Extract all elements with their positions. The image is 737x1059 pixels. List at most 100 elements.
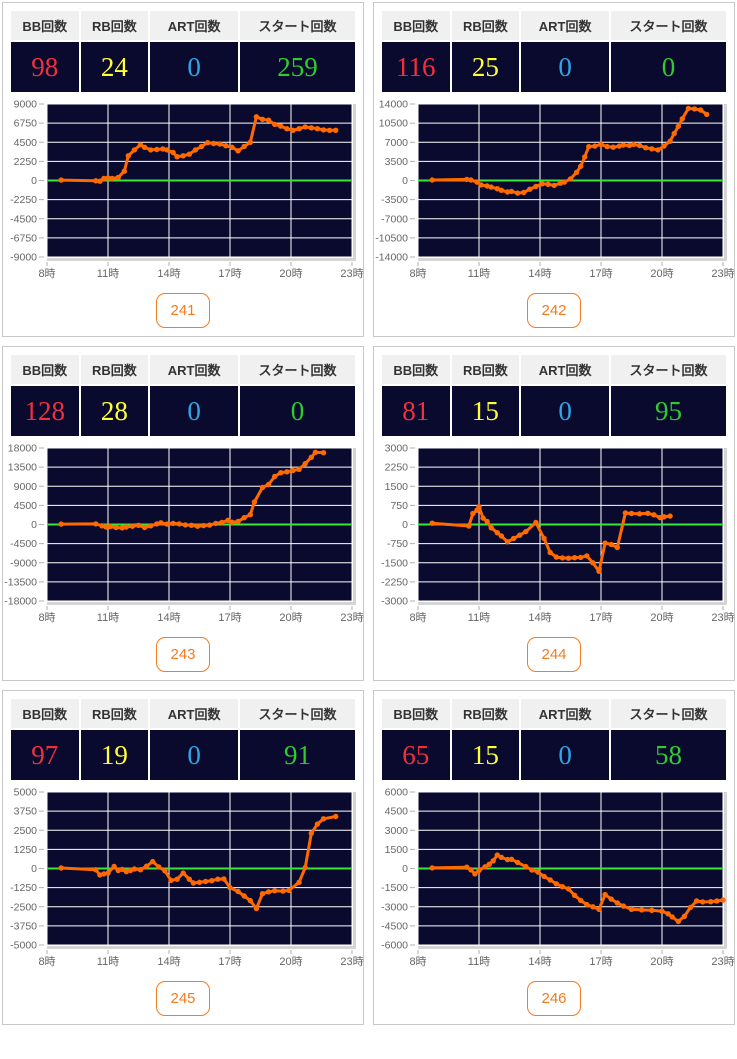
rb-count-header: RB回数 (451, 11, 520, 40)
payout-graph: 18000 13500 9000 4500 0 -4500 -9000 -13500 -1800… (4, 440, 363, 625)
svg-text:20時: 20時 (650, 267, 673, 280)
start-count-value: 0 (240, 386, 355, 436)
machine-panel-244: BB回数 RB回数 ART回数 スタート回数 81 15 0 95 3000 22… (373, 346, 735, 681)
svg-text:9000: 9000 (14, 99, 38, 111)
svg-text:14時: 14時 (528, 611, 551, 624)
svg-text:-3750: -3750 (10, 920, 37, 932)
machine-panel-242: BB回数 RB回数 ART回数 スタート回数 116 25 0 0 14000 1… (373, 2, 735, 337)
svg-text:-2250: -2250 (10, 194, 37, 206)
svg-text:3750: 3750 (14, 806, 38, 818)
svg-text:14000: 14000 (379, 99, 408, 111)
art-count-header: ART回数 (150, 699, 239, 728)
svg-text:20時: 20時 (279, 611, 302, 624)
svg-text:11時: 11時 (97, 611, 119, 624)
machine-number-badge[interactable]: 241 (156, 293, 210, 328)
art-count-value: 0 (521, 730, 610, 780)
art-count-value: 0 (521, 386, 610, 436)
svg-text:17時: 17時 (589, 955, 612, 968)
payout-graph: 6000 4500 3000 1500 0 -1500 -3000 -4500 -6000 8時 1… (380, 784, 734, 969)
start-count-header: スタート回数 (240, 355, 355, 384)
start-count-value: 259 (240, 42, 355, 92)
art-count-value: 0 (150, 730, 239, 780)
machine-number-row: 241 (9, 293, 357, 328)
bb-count-header: BB回数 (382, 699, 450, 728)
svg-text:-3000: -3000 (381, 901, 408, 913)
svg-text:11時: 11時 (97, 955, 119, 968)
svg-text:750: 750 (390, 500, 408, 512)
svg-text:1250: 1250 (14, 844, 38, 856)
svg-text:14時: 14時 (157, 955, 180, 968)
svg-text:3000: 3000 (385, 825, 409, 837)
svg-text:17時: 17時 (218, 611, 241, 624)
svg-text:8時: 8時 (409, 267, 426, 280)
svg-text:1500: 1500 (385, 481, 409, 493)
start-count-value: 0 (611, 42, 726, 92)
svg-text:23時: 23時 (340, 611, 363, 624)
art-count-header: ART回数 (521, 699, 610, 728)
svg-text:-10500: -10500 (375, 232, 408, 244)
rb-count-value: 15 (451, 730, 520, 780)
rb-count-header: RB回数 (451, 699, 520, 728)
rb-count-value: 28 (80, 386, 149, 436)
machine-number-row: 244 (380, 637, 728, 672)
svg-text:-2250: -2250 (381, 576, 408, 588)
svg-text:0: 0 (31, 519, 37, 531)
svg-text:17時: 17時 (589, 611, 612, 624)
svg-text:-3500: -3500 (381, 194, 408, 206)
svg-text:6000: 6000 (385, 787, 409, 799)
stats-table: BB回数 RB回数 ART回数 スタート回数 97 19 0 91 (9, 697, 357, 782)
start-count-header: スタート回数 (240, 11, 355, 40)
stats-table: BB回数 RB回数 ART回数 スタート回数 81 15 0 95 (380, 353, 728, 438)
machine-number-badge[interactable]: 244 (527, 637, 581, 672)
svg-text:8時: 8時 (409, 955, 426, 968)
rb-count-header: RB回数 (80, 699, 149, 728)
art-count-value: 0 (521, 42, 610, 92)
svg-text:1500: 1500 (385, 844, 409, 856)
svg-text:-9000: -9000 (10, 252, 37, 264)
svg-text:2250: 2250 (14, 156, 38, 168)
svg-text:-750: -750 (387, 538, 408, 550)
svg-text:20時: 20時 (279, 267, 302, 280)
svg-text:20時: 20時 (279, 955, 302, 968)
machine-number-badge[interactable]: 246 (527, 981, 581, 1016)
svg-text:-13500: -13500 (4, 576, 37, 588)
svg-text:3500: 3500 (385, 156, 409, 168)
rb-count-value: 19 (80, 730, 149, 780)
line-chart-svg: 14000 10500 7000 3500 0 -3500 -7000 -10500 -1400… (375, 99, 734, 281)
machine-number-row: 243 (9, 637, 357, 672)
bb-count-value: 97 (11, 730, 79, 780)
machine-number-row: 245 (9, 981, 357, 1016)
start-count-header: スタート回数 (240, 699, 355, 728)
start-count-header: スタート回数 (611, 11, 726, 40)
rb-count-header: RB回数 (451, 355, 520, 384)
rb-count-header: RB回数 (80, 355, 149, 384)
svg-text:9000: 9000 (14, 481, 38, 493)
art-count-header: ART回数 (521, 11, 610, 40)
svg-text:14時: 14時 (157, 611, 180, 624)
svg-text:4500: 4500 (14, 500, 38, 512)
machine-panel-245: BB回数 RB回数 ART回数 スタート回数 97 19 0 91 5000 37… (2, 690, 364, 1025)
svg-text:11時: 11時 (97, 267, 119, 280)
svg-text:-1250: -1250 (10, 882, 37, 894)
svg-text:14時: 14時 (528, 955, 551, 968)
machine-number-badge[interactable]: 242 (527, 293, 581, 328)
svg-text:14時: 14時 (528, 267, 551, 280)
machine-panel-243: BB回数 RB回数 ART回数 スタート回数 128 28 0 0 18000 1… (2, 346, 364, 681)
bb-count-header: BB回数 (11, 355, 79, 384)
svg-text:-6000: -6000 (381, 940, 408, 952)
payout-graph: 9000 6750 4500 2250 0 -2250 -4500 -6750 -9000 8時 1… (9, 96, 363, 281)
machine-number-badge[interactable]: 243 (156, 637, 210, 672)
bb-count-header: BB回数 (11, 11, 79, 40)
panel-grid: BB回数 RB回数 ART回数 スタート回数 98 24 0 259 9000 6… (2, 2, 735, 1025)
svg-text:20時: 20時 (650, 955, 673, 968)
machine-panel-246: BB回数 RB回数 ART回数 スタート回数 65 15 0 58 6000 45… (373, 690, 735, 1025)
svg-text:23時: 23時 (340, 267, 363, 280)
machine-number-badge[interactable]: 245 (156, 981, 210, 1016)
machine-number-row: 246 (380, 981, 728, 1016)
machine-data-page: BB回数 RB回数 ART回数 スタート回数 98 24 0 259 9000 6… (2, 2, 735, 1025)
bb-count-value: 65 (382, 730, 450, 780)
stats-table: BB回数 RB回数 ART回数 スタート回数 128 28 0 0 (9, 353, 357, 438)
